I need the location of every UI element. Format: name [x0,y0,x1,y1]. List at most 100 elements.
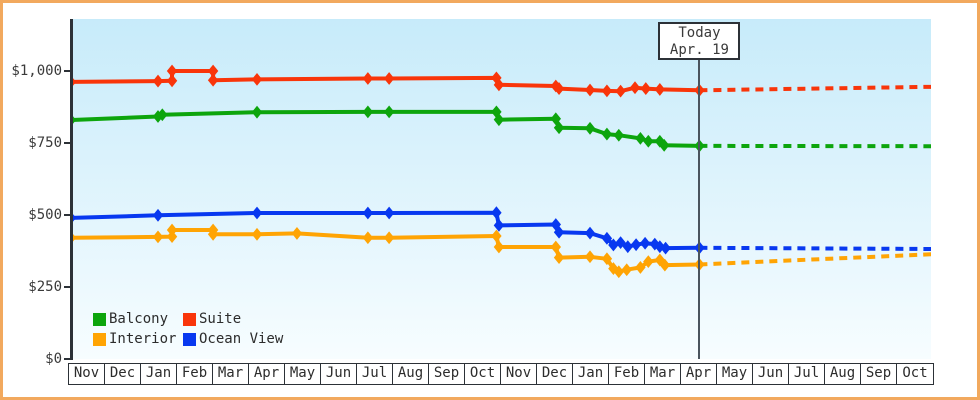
data-point-marker [584,121,596,135]
month-cell: Jul [789,364,825,384]
series-forecast-interior [699,252,931,267]
data-point-marker [613,265,624,279]
month-cell: Jul [357,364,393,384]
data-point-marker [613,128,624,142]
legend-item-ocean-view: Ocean View [183,332,283,347]
data-point-marker [601,252,613,266]
legend-swatch [93,333,106,346]
data-point-marker [152,74,164,88]
y-tick-label: $1,000 [11,63,62,79]
data-point-marker [553,251,565,265]
data-point-marker [643,255,654,269]
data-point-marker [601,127,613,141]
data-point-marker [654,253,666,267]
month-cell: Nov [69,364,105,384]
data-point-marker [493,218,505,232]
month-cell: Mar [645,364,681,384]
data-point-marker [251,72,263,86]
today-annotation-box: Today Apr. 19 [658,22,741,60]
legend-swatch [93,313,106,326]
month-cell: May [717,364,753,384]
month-cell: Aug [825,364,861,384]
data-point-marker [584,250,596,264]
month-cell: Apr [249,364,285,384]
data-point-marker [630,238,642,252]
data-point-marker [584,83,596,97]
data-point-marker [166,230,178,243]
x-axis: Nov Dec Jan Feb Mar Apr May Jun Jul Aug Sep Oct Nov D… [68,363,934,385]
data-point-marker [362,231,374,245]
data-point-marker [622,240,633,254]
data-point-marker [166,74,178,88]
data-point-marker [207,64,219,78]
data-point-marker [362,72,374,85]
data-point-marker [362,206,374,220]
data-point-marker [660,241,671,255]
y-axis-line [70,19,73,360]
data-point-marker [635,261,646,274]
legend-item-balcony: Balcony [93,312,183,327]
month-cell: Feb [177,364,213,384]
today-date: Apr. 19 [669,42,729,58]
data-point-marker [251,227,263,241]
data-point-marker [383,231,395,245]
today-title: Today [678,25,721,41]
data-point-marker [72,114,77,125]
data-point-marker [72,76,77,87]
legend-swatch [183,333,196,346]
data-point-marker [152,230,164,244]
y-tick-mark [64,214,70,216]
data-point-marker [72,232,77,243]
month-cell: Jan [573,364,609,384]
legend-item-suite: Suite [183,312,283,327]
data-point-marker [659,258,671,272]
data-point-marker [362,105,374,119]
y-tick-mark [64,286,70,288]
data-point-marker [643,134,654,148]
series-forecast-suite [699,84,931,93]
month-cell: Sep [861,364,897,384]
month-cell: Sep [429,364,465,384]
data-point-marker [639,236,651,250]
data-point-marker [166,223,178,237]
data-point-marker [621,263,632,277]
data-point-marker [152,208,164,222]
data-point-marker [608,238,619,252]
y-tick-label: $250 [28,279,62,295]
data-point-marker [491,229,502,243]
data-point-marker [584,226,596,240]
today-vertical-line [698,60,701,359]
data-point-marker [550,240,561,254]
data-point-marker [383,105,395,119]
plot-background [72,19,931,359]
data-point-marker [649,237,660,251]
legend-label: Suite [199,311,242,327]
data-point-marker [629,81,641,95]
month-cell: May [285,364,321,384]
month-cell: Oct [465,364,501,384]
month-cell: Jan [141,364,177,384]
y-tick-label: $500 [28,207,62,223]
data-point-marker [207,227,219,241]
month-cell: Apr [681,364,717,384]
y-tick-mark [64,358,70,360]
y-tick-mark [64,70,70,72]
legend-label: Ocean View [199,331,284,347]
data-point-marker [654,83,666,96]
series-line-balcony [72,109,700,148]
y-tick-label: $750 [28,135,62,151]
month-cell: Jun [753,364,789,384]
data-point-marker [291,227,303,240]
y-tick-mark [64,142,70,144]
legend-label: Interior [109,331,177,347]
data-point-marker [493,78,505,92]
legend-swatch [183,313,196,326]
price-history-chart [72,64,931,279]
data-point-marker [72,212,77,223]
data-point-marker [166,64,178,78]
data-point-marker [251,206,263,220]
data-point-marker [251,105,263,119]
data-point-marker [493,240,505,254]
month-cell: Dec [537,364,573,384]
data-point-marker [491,71,502,85]
